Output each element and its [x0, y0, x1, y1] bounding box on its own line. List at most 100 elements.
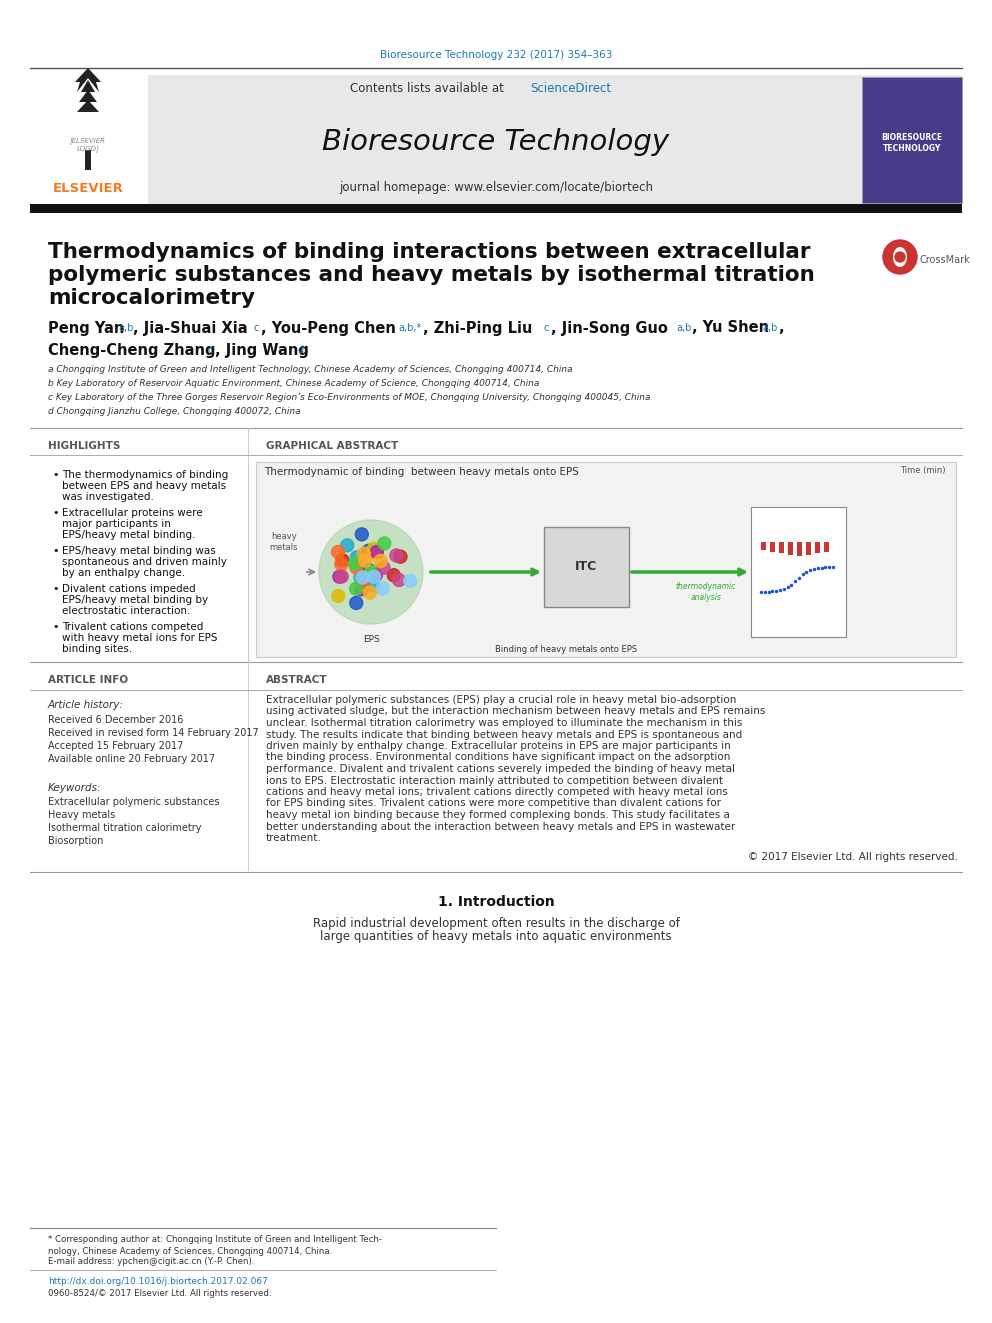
Bar	[815, 542, 820, 553]
Bar	[824, 542, 829, 552]
Text: spontaneous and driven mainly: spontaneous and driven mainly	[62, 557, 227, 568]
Circle shape	[350, 597, 363, 610]
Circle shape	[883, 239, 917, 274]
Text: EPS/heavy metal binding.: EPS/heavy metal binding.	[62, 531, 195, 540]
Text: Heavy metals: Heavy metals	[48, 810, 115, 820]
Text: a,b: a,b	[762, 323, 778, 333]
Text: a,b: a,b	[118, 323, 133, 333]
Circle shape	[357, 548, 370, 560]
Bar	[30, 204, 962, 213]
Text: ARTICLE INFO: ARTICLE INFO	[48, 675, 128, 685]
Text: EPS/heavy metal binding by: EPS/heavy metal binding by	[62, 595, 208, 605]
Circle shape	[890, 247, 910, 267]
Circle shape	[895, 251, 905, 262]
Text: Received 6 December 2016: Received 6 December 2016	[48, 714, 184, 725]
Text: © 2017 Elsevier Ltd. All rights reserved.: © 2017 Elsevier Ltd. All rights reserved…	[748, 852, 958, 863]
Text: GRAPHICAL ABSTRACT: GRAPHICAL ABSTRACT	[266, 441, 398, 451]
Text: with heavy metal ions for EPS: with heavy metal ions for EPS	[62, 632, 217, 643]
Text: Rapid industrial development often results in the discharge of: Rapid industrial development often resul…	[312, 917, 680, 930]
Text: ScienceDirect: ScienceDirect	[530, 82, 611, 94]
Text: c: c	[253, 323, 258, 333]
Text: Extracellular polymeric substances: Extracellular polymeric substances	[48, 796, 219, 807]
Text: a,b: a,b	[676, 323, 691, 333]
Text: for EPS binding sites. Trivalent cations were more competitive than divalent cat: for EPS binding sites. Trivalent cations…	[266, 799, 721, 808]
Circle shape	[335, 570, 348, 583]
Circle shape	[393, 574, 406, 586]
Bar	[256, 462, 956, 658]
Text: Divalent cations impeded: Divalent cations impeded	[62, 583, 195, 594]
Circle shape	[365, 566, 379, 579]
Circle shape	[363, 586, 376, 599]
Text: Extracellular polymeric substances (EPS) play a crucial role in heavy metal bio-: Extracellular polymeric substances (EPS)…	[266, 695, 736, 705]
Text: CrossMark: CrossMark	[920, 255, 971, 265]
Text: , Yu Shen: , Yu Shen	[692, 320, 769, 336]
Circle shape	[376, 582, 389, 595]
Circle shape	[370, 545, 383, 558]
Text: by an enthalpy change.: by an enthalpy change.	[62, 568, 186, 578]
Text: the binding process. Environmental conditions have significant impact on the ads: the binding process. Environmental condi…	[266, 753, 730, 762]
Text: Isothermal titration calorimetry: Isothermal titration calorimetry	[48, 823, 201, 833]
Polygon shape	[75, 67, 101, 93]
Bar	[30, 75, 148, 205]
Text: Accepted 15 February 2017: Accepted 15 February 2017	[48, 741, 184, 751]
Circle shape	[319, 520, 423, 624]
Text: Extracellular proteins were: Extracellular proteins were	[62, 508, 202, 519]
Text: b Key Laboratory of Reservoir Aquatic Environment, Chinese Academy of Science, C: b Key Laboratory of Reservoir Aquatic En…	[48, 380, 540, 389]
Text: performance. Divalent and trivalent cations severely impeded the binding of heav: performance. Divalent and trivalent cati…	[266, 763, 735, 774]
Circle shape	[331, 590, 345, 602]
Text: journal homepage: www.elsevier.com/locate/biortech: journal homepage: www.elsevier.com/locat…	[339, 181, 653, 194]
Circle shape	[377, 561, 390, 574]
Text: , Zhi-Ping Liu: , Zhi-Ping Liu	[423, 320, 533, 336]
Circle shape	[368, 570, 381, 583]
Text: c: c	[543, 323, 549, 333]
Circle shape	[335, 558, 348, 570]
Text: ITC: ITC	[575, 561, 597, 573]
Text: [ELSEVIER
LOGO]: [ELSEVIER LOGO]	[70, 138, 106, 152]
Circle shape	[350, 550, 363, 564]
Circle shape	[354, 570, 367, 583]
Circle shape	[394, 550, 407, 564]
Text: Trivalent cations competed: Trivalent cations competed	[62, 622, 203, 632]
Text: heavy metal ion binding because they formed complexing bonds. This study facilit: heavy metal ion binding because they for…	[266, 810, 730, 820]
Text: electrostatic interaction.: electrostatic interaction.	[62, 606, 190, 617]
Bar	[788, 542, 793, 554]
Circle shape	[350, 561, 363, 574]
Text: ,: ,	[778, 320, 784, 336]
Text: EPS: EPS	[363, 635, 379, 643]
Text: using activated sludge, but the interaction mechanism between heavy metals and E: using activated sludge, but the interact…	[266, 706, 766, 717]
Text: EPS/heavy metal binding was: EPS/heavy metal binding was	[62, 546, 215, 556]
Circle shape	[364, 565, 377, 578]
Text: d Chongqing Jianzhu College, Chongqing 400072, China: d Chongqing Jianzhu College, Chongqing 4…	[48, 407, 301, 417]
Text: polymeric substances and heavy metals by isothermal titration: polymeric substances and heavy metals by…	[48, 265, 814, 284]
Text: 1. Introduction: 1. Introduction	[437, 894, 555, 909]
Text: Article history:: Article history:	[48, 700, 124, 710]
Bar	[544, 527, 629, 607]
Text: ABSTRACT: ABSTRACT	[266, 675, 327, 685]
Circle shape	[336, 554, 349, 566]
Circle shape	[367, 542, 380, 556]
Circle shape	[359, 554, 372, 568]
Bar	[770, 542, 775, 552]
Text: 0960-8524/© 2017 Elsevier Ltd. All rights reserved.: 0960-8524/© 2017 Elsevier Ltd. All right…	[48, 1289, 272, 1298]
Text: treatment.: treatment.	[266, 833, 321, 843]
Circle shape	[369, 569, 382, 582]
Circle shape	[362, 564, 375, 577]
Polygon shape	[888, 245, 912, 269]
Text: •: •	[52, 583, 59, 594]
Circle shape	[387, 569, 400, 582]
Text: E-mail address: ypchen@cigit.ac.cn (Y.-P. Chen).: E-mail address: ypchen@cigit.ac.cn (Y.-P…	[48, 1257, 254, 1266]
Text: better understanding about the interaction between heavy metals and EPS in waste: better understanding about the interacti…	[266, 822, 735, 831]
Bar	[751, 507, 846, 636]
Circle shape	[355, 583, 368, 595]
Ellipse shape	[893, 247, 907, 267]
Text: Peng Yan: Peng Yan	[48, 320, 124, 336]
Text: unclear. Isothermal titration calorimetry was employed to illuminate the mechani: unclear. Isothermal titration calorimetr…	[266, 718, 742, 728]
Bar	[30, 75, 962, 205]
Circle shape	[362, 544, 375, 557]
Circle shape	[356, 578, 369, 591]
Text: cations and heavy metal ions; trivalent cations directly competed with heavy met: cations and heavy metal ions; trivalent …	[266, 787, 728, 796]
Bar	[779, 542, 784, 553]
Circle shape	[390, 549, 403, 562]
Text: c: c	[207, 345, 212, 355]
Text: Biosorption: Biosorption	[48, 836, 103, 845]
